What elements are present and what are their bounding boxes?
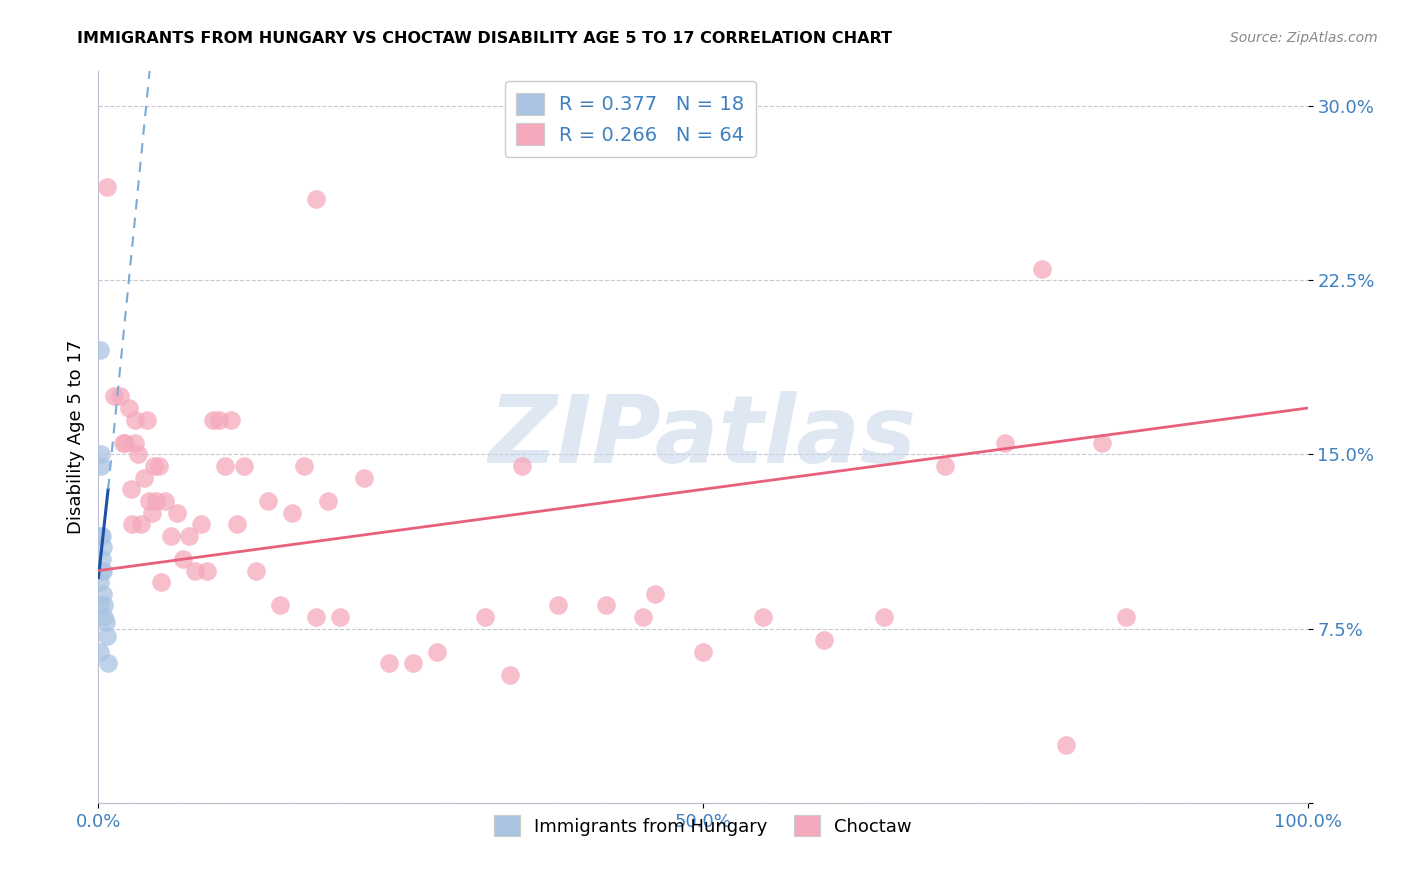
Point — [377, 657, 399, 671]
Point — [160, 529, 183, 543]
Point — [120, 483, 142, 497]
Point — [994, 436, 1017, 450]
Point — [96, 629, 118, 643]
Point — [91, 552, 114, 566]
Point — [353, 471, 375, 485]
Point — [202, 412, 225, 426]
Point — [124, 436, 146, 450]
Point — [644, 587, 666, 601]
Point — [281, 506, 304, 520]
Point — [91, 541, 114, 555]
Point — [214, 459, 236, 474]
Point — [221, 412, 243, 426]
Point — [547, 599, 569, 613]
Point — [90, 459, 112, 474]
Point — [752, 610, 775, 624]
Point — [595, 599, 617, 613]
Point — [402, 657, 425, 671]
Text: IMMIGRANTS FROM HUNGARY VS CHOCTAW DISABILITY AGE 5 TO 17 CORRELATION CHART: IMMIGRANTS FROM HUNGARY VS CHOCTAW DISAB… — [77, 31, 893, 46]
Point — [166, 506, 188, 520]
Point — [232, 459, 254, 474]
Point — [329, 610, 352, 624]
Point — [692, 645, 714, 659]
Point — [316, 494, 339, 508]
Point — [195, 564, 218, 578]
Point — [1054, 738, 1077, 752]
Point — [172, 552, 194, 566]
Point — [91, 564, 114, 578]
Point — [124, 412, 146, 426]
Point — [150, 575, 173, 590]
Point — [1031, 261, 1053, 276]
Point — [141, 506, 163, 520]
Y-axis label: Disability Age 5 to 17: Disability Age 5 to 17 — [66, 340, 84, 534]
Point — [256, 494, 278, 508]
Point — [226, 517, 249, 532]
Point — [631, 610, 654, 624]
Point — [90, 448, 112, 462]
Point — [1115, 610, 1137, 624]
Point — [873, 610, 896, 624]
Point — [934, 459, 956, 474]
Point — [305, 192, 328, 206]
Point — [153, 494, 176, 508]
Point — [93, 599, 115, 613]
Point — [208, 412, 231, 426]
Text: ZIPatlas: ZIPatlas — [489, 391, 917, 483]
Point — [510, 459, 533, 474]
Point — [135, 412, 157, 426]
Point — [103, 389, 125, 403]
Text: Source: ZipAtlas.com: Source: ZipAtlas.com — [1230, 31, 1378, 45]
Point — [89, 645, 111, 659]
Point — [190, 517, 212, 532]
Point — [245, 564, 267, 578]
Point — [184, 564, 207, 578]
Point — [93, 610, 115, 624]
Point — [143, 459, 166, 474]
Point — [91, 564, 114, 578]
Point — [121, 517, 143, 532]
Point — [90, 529, 112, 543]
Point — [91, 587, 114, 601]
Point — [91, 529, 114, 543]
Point — [97, 657, 120, 671]
Point — [111, 436, 134, 450]
Point — [118, 401, 141, 415]
Point — [108, 389, 131, 403]
Point — [498, 668, 520, 682]
Point — [127, 448, 149, 462]
Point — [148, 459, 170, 474]
Point — [426, 645, 449, 659]
Point — [89, 599, 111, 613]
Point — [89, 575, 111, 590]
Point — [813, 633, 835, 648]
Point — [1091, 436, 1114, 450]
Point — [474, 610, 496, 624]
Point — [179, 529, 201, 543]
Point — [138, 494, 160, 508]
Legend: Immigrants from Hungary, Choctaw: Immigrants from Hungary, Choctaw — [485, 806, 921, 845]
Point — [114, 436, 136, 450]
Point — [89, 343, 111, 357]
Point — [269, 599, 291, 613]
Point — [134, 471, 156, 485]
Point — [292, 459, 315, 474]
Point — [145, 494, 167, 508]
Point — [94, 615, 117, 629]
Point — [96, 180, 118, 194]
Point — [129, 517, 152, 532]
Point — [305, 610, 328, 624]
